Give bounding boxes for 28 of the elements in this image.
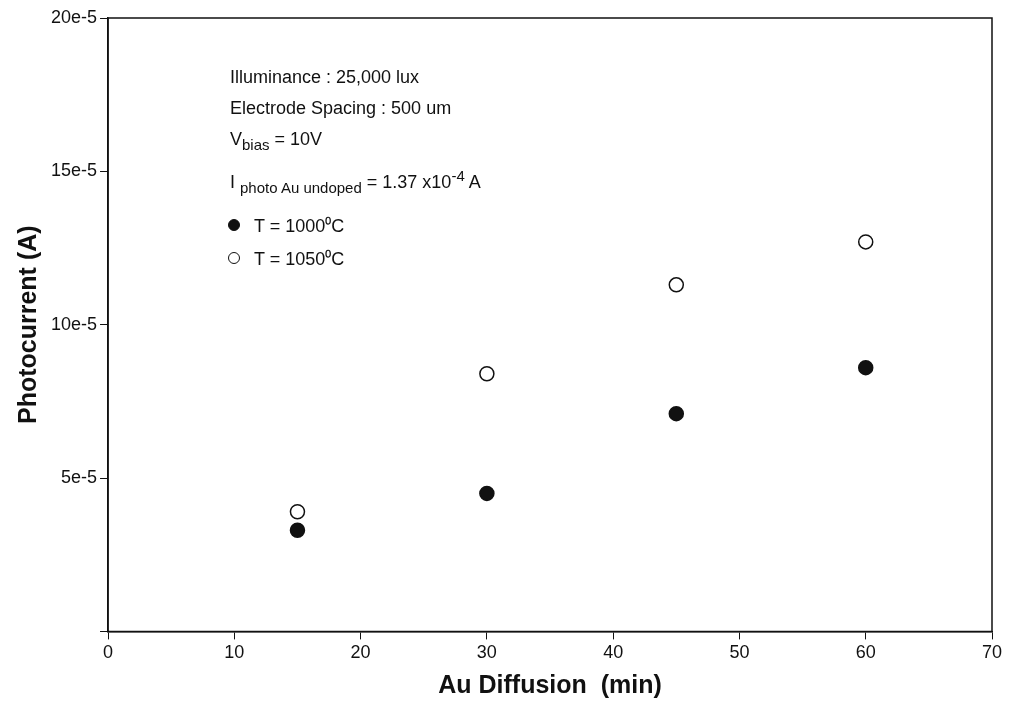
x-tick-label: 60 — [855, 642, 876, 663]
legend-label: T = 1000⁰C — [254, 214, 345, 237]
point — [857, 234, 874, 250]
annotation: Illuminance : 25,000 lux — [230, 66, 421, 89]
point — [857, 359, 874, 376]
annotation: V$_{bias}$ = 10V — [230, 128, 324, 155]
x-tick-label: 30 — [476, 642, 497, 663]
x-tick-label: 50 — [729, 642, 750, 663]
x-tick-label: 0 — [103, 642, 114, 663]
annotation: I $_{photo Au undoped}$ = 1.37 x10$^{-4}$ A — [230, 165, 481, 198]
point — [668, 405, 685, 422]
point — [479, 366, 495, 382]
point — [289, 504, 306, 520]
x-tick-label: 20 — [350, 642, 371, 663]
y-tick-label: 20e-5 — [50, 6, 98, 27]
point — [668, 277, 685, 293]
x-axis-title: Au Diffusion (min) — [438, 669, 662, 698]
point — [479, 485, 495, 502]
y-tick-label: 10e-5 — [50, 313, 98, 334]
y-tick-label: 15e-5 — [50, 160, 98, 181]
point — [289, 522, 306, 538]
y-axis-title: Photocurrent (A) — [12, 225, 41, 424]
x-tick-label: 10 — [224, 642, 245, 663]
x-tick-label: 40 — [603, 642, 624, 663]
annotation: Electrode Spacing : 500 um — [230, 97, 453, 120]
y-tick-label: 5e-5 — [61, 467, 98, 488]
x-tick-label: 70 — [981, 642, 1003, 663]
legend-label: T = 1050⁰C — [254, 247, 345, 270]
